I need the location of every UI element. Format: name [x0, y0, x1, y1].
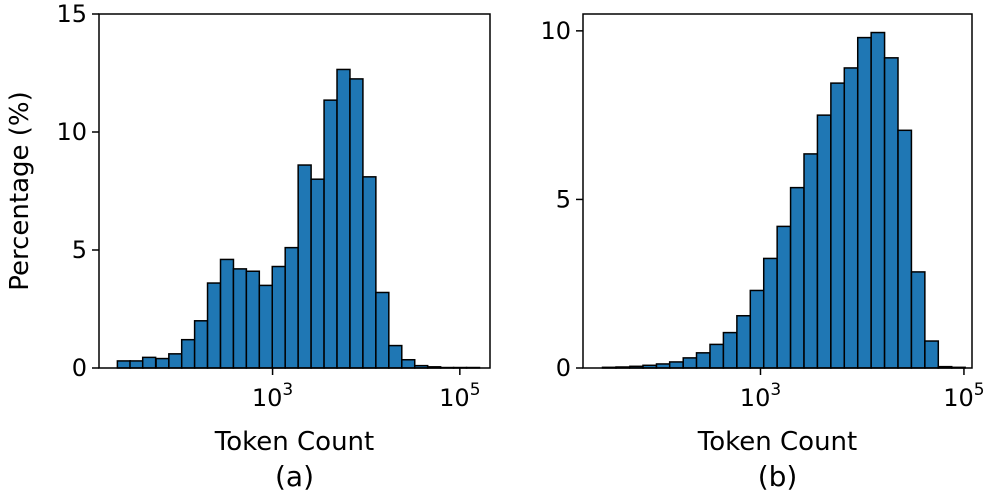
- panel-a-y-tick-label: 0: [72, 354, 87, 382]
- panel-a-bar: [401, 358, 416, 369]
- panel-b-x-tick-label: 105: [943, 380, 984, 412]
- panel-a-x-tick-label: 105: [439, 380, 480, 412]
- panel-b-frame: [582, 13, 973, 369]
- panel-a-bar: [193, 320, 209, 369]
- panel-b-bar: [897, 129, 913, 369]
- panel-a-bar: [271, 265, 286, 369]
- panel-b-bar: [883, 57, 899, 369]
- panel-a-bar: [116, 360, 132, 369]
- panel-b-bar: [749, 289, 765, 369]
- panel-a-bar: [141, 356, 157, 369]
- panel-a-x-axis-title: Token Count: [214, 427, 374, 457]
- panel-a-bar: [349, 78, 364, 369]
- panel-a-bar: [388, 344, 403, 369]
- panel-a-frame: [98, 13, 491, 369]
- panel-a-bars: [116, 68, 481, 369]
- panel-b-bars: [601, 31, 966, 369]
- panel-a-bar: [336, 68, 351, 369]
- panel-b-caption: (b): [758, 460, 798, 493]
- panel-a-y-axis-title: Percentage (%): [5, 91, 35, 291]
- panel-b-bar: [776, 225, 792, 369]
- panel-b-bar: [695, 352, 711, 369]
- panel-b: 0 5 10 103 105 Token Count (b): [540, 13, 985, 493]
- panel-b-bar: [789, 186, 805, 369]
- panel-a-bar: [206, 282, 222, 369]
- panel-b-bar: [856, 36, 872, 369]
- panel-b-bar: [803, 153, 819, 369]
- panel-a-bar: [284, 246, 299, 369]
- panel-b-x-tick-label: 103: [740, 380, 781, 412]
- panel-a-y-axis: 0 5 10 15: [56, 0, 99, 382]
- panel-a-y-tick-label: 15: [56, 0, 87, 28]
- panel-b-bar: [682, 357, 698, 369]
- panel-a-bar: [219, 258, 235, 369]
- panel-a-bar: [310, 178, 325, 369]
- panel-a-caption: (a): [275, 460, 314, 493]
- panel-a: 0 5 10 15 103 105 Token Count Percentage (%)…: [5, 0, 491, 493]
- panel-a-bar: [297, 164, 312, 369]
- panel-b-y-tick-label: 0: [556, 354, 571, 382]
- panel-a-bar: [323, 99, 338, 369]
- panel-b-bar: [830, 82, 846, 369]
- panel-b-x-axis-title: Token Count: [697, 427, 857, 457]
- panel-b-bar: [668, 361, 684, 369]
- panel-b-y-tick-label: 5: [556, 185, 571, 213]
- panel-a-x-axis: 103 105: [252, 368, 481, 412]
- panel-b-bar: [816, 114, 832, 369]
- panel-b-bar: [709, 343, 725, 369]
- panel-a-bar: [375, 291, 390, 369]
- panel-b-bar: [910, 271, 926, 369]
- panel-a-bar: [258, 284, 274, 369]
- panel-b-y-axis: 0 5 10: [540, 17, 583, 382]
- panel-a-bar: [180, 338, 196, 369]
- panel-b-bar: [843, 67, 859, 369]
- panel-a-bar: [232, 268, 248, 369]
- panel-b-bar: [924, 340, 940, 369]
- panel-a-bar: [155, 357, 170, 369]
- panel-b-bar: [722, 331, 738, 369]
- panel-a-bar: [245, 270, 261, 369]
- panel-a-bar: [168, 353, 183, 369]
- panel-a-bar: [129, 360, 144, 369]
- panel-a-bar: [362, 176, 377, 369]
- panel-b-bar: [762, 257, 778, 369]
- panel-a-y-tick-label: 10: [56, 118, 87, 146]
- panel-b-x-axis: 103 105: [740, 368, 985, 412]
- panel-b-y-tick-label: 10: [540, 17, 571, 45]
- panel-b-bar: [870, 31, 886, 369]
- panel-b-bar: [736, 314, 752, 369]
- panel-a-x-tick-label: 103: [252, 380, 293, 412]
- panel-a-y-tick-label: 5: [72, 236, 87, 264]
